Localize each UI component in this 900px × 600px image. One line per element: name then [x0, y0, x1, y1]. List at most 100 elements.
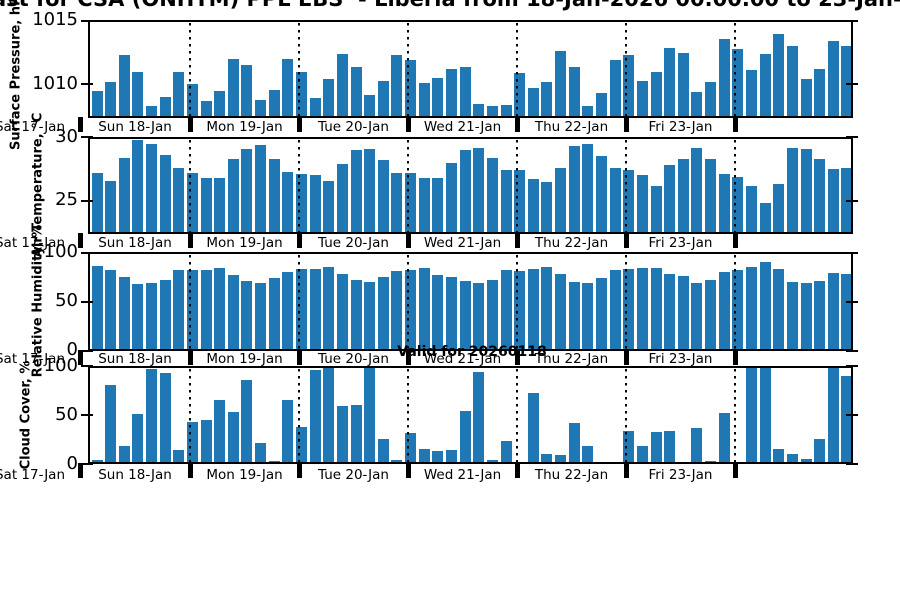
bar	[609, 167, 621, 234]
bar	[718, 272, 730, 351]
bar	[296, 174, 308, 234]
y-tick-label: 0	[66, 452, 78, 474]
bar	[200, 420, 212, 464]
bar	[214, 399, 226, 464]
y-tick-mark	[846, 349, 858, 352]
day-tick-mark	[77, 463, 83, 478]
day-tick-mark	[296, 349, 302, 365]
bar	[718, 38, 730, 118]
bar	[582, 143, 594, 234]
bar	[650, 185, 662, 234]
day-tick-mark	[732, 233, 738, 248]
day-tick-mark	[514, 116, 520, 132]
day-boundary-line	[516, 22, 518, 116]
y-tick-mark	[81, 349, 93, 352]
bar	[473, 372, 485, 464]
bar	[745, 70, 757, 118]
day-boundary-line	[189, 22, 191, 116]
y-tick-mark	[81, 19, 93, 22]
bar	[105, 180, 117, 234]
x-tick-label-edge: Sat 17-Jan	[0, 466, 66, 483]
y-tick-label: 100	[43, 354, 78, 376]
bar	[514, 72, 526, 118]
bar	[105, 385, 117, 464]
bar	[636, 268, 648, 351]
bar	[841, 274, 853, 351]
bar	[241, 148, 253, 234]
panel-frame	[88, 19, 853, 118]
bar	[650, 268, 662, 351]
bar	[841, 376, 853, 464]
bar	[159, 155, 171, 234]
bar	[486, 280, 498, 351]
bar	[718, 413, 730, 464]
day-tick-mark	[187, 233, 193, 248]
y-tick-mark	[846, 414, 858, 417]
bar	[364, 366, 376, 464]
day-boundary-line	[407, 254, 409, 349]
bar	[214, 268, 226, 351]
bar	[555, 51, 567, 118]
bar	[336, 53, 348, 118]
day-label: Sun 18-Jan	[98, 350, 172, 367]
day-tick-mark	[187, 349, 193, 365]
day-tick-mark	[514, 463, 520, 478]
y-tick-mark	[846, 463, 858, 465]
valid-for-label: Valid for 20260118	[397, 344, 547, 360]
bar	[609, 60, 621, 118]
bar	[514, 170, 526, 234]
bar	[459, 411, 471, 464]
bar	[623, 170, 635, 234]
bar	[486, 157, 498, 234]
day-boundary-line	[407, 139, 409, 232]
day-label: Wed 21-Jan	[423, 234, 502, 251]
bar	[786, 46, 798, 118]
bar	[773, 269, 785, 351]
bar	[336, 406, 348, 464]
bar	[173, 450, 185, 464]
bar	[773, 184, 785, 234]
day-label: Fri 23-Jan	[648, 118, 713, 135]
bar	[459, 281, 471, 351]
day-boundary-line	[298, 254, 300, 349]
bar	[200, 100, 212, 118]
bar	[173, 71, 185, 118]
day-tick-mark	[623, 233, 629, 248]
bar	[432, 78, 444, 118]
day-boundary-line	[298, 22, 300, 116]
day-boundary-line	[734, 369, 736, 462]
bar	[623, 430, 635, 464]
bar	[759, 261, 771, 351]
bar	[595, 93, 607, 118]
y-tick-label: 50	[55, 403, 78, 425]
bar	[377, 438, 389, 464]
bar	[309, 175, 321, 234]
bar	[227, 58, 239, 118]
day-label: Thu 22-Jan	[534, 466, 609, 483]
day-tick-mark	[405, 463, 411, 478]
day-boundary-line	[298, 139, 300, 232]
y-tick-mark	[81, 300, 93, 303]
bar	[636, 175, 648, 234]
bar	[582, 446, 594, 464]
bar	[595, 278, 607, 351]
bar	[786, 454, 798, 464]
bar	[568, 66, 580, 118]
bar	[705, 81, 717, 118]
day-label: Tue 20-Jan	[318, 350, 389, 367]
day-label: Sun 18-Jan	[98, 234, 172, 251]
bar	[446, 69, 457, 118]
y-tick-mark	[846, 19, 858, 22]
bar	[364, 94, 376, 118]
bar	[159, 280, 171, 351]
bar	[486, 106, 498, 118]
bar	[827, 41, 839, 118]
bar	[745, 366, 757, 464]
bar	[650, 71, 662, 118]
bar	[677, 158, 689, 234]
y-tick-label: 100	[43, 241, 78, 263]
bar	[350, 66, 362, 118]
bar	[623, 55, 635, 118]
bar	[446, 162, 457, 234]
bar	[745, 185, 757, 234]
